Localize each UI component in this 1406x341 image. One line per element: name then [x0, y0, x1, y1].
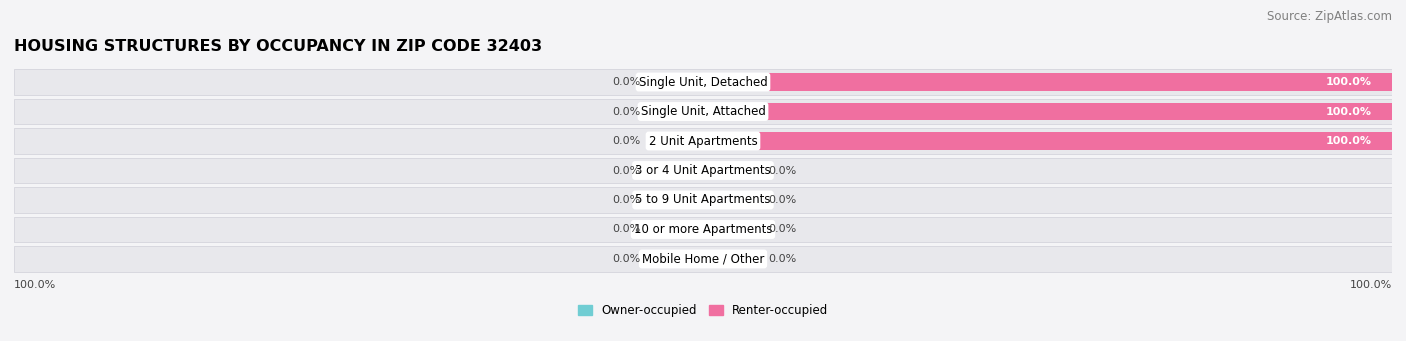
Text: 5 to 9 Unit Apartments: 5 to 9 Unit Apartments: [636, 193, 770, 207]
Bar: [703, 132, 1392, 150]
Bar: [703, 103, 1392, 120]
Text: Single Unit, Detached: Single Unit, Detached: [638, 75, 768, 89]
Legend: Owner-occupied, Renter-occupied: Owner-occupied, Renter-occupied: [572, 299, 834, 322]
Bar: [14, 69, 1392, 95]
Bar: [14, 158, 1392, 183]
Bar: [648, 103, 703, 120]
Text: 0.0%: 0.0%: [613, 195, 641, 205]
Text: Source: ZipAtlas.com: Source: ZipAtlas.com: [1267, 10, 1392, 23]
Bar: [648, 221, 703, 238]
Text: 0.0%: 0.0%: [613, 136, 641, 146]
Bar: [703, 221, 758, 238]
Bar: [703, 73, 1392, 91]
Text: 0.0%: 0.0%: [613, 77, 641, 87]
Text: HOUSING STRUCTURES BY OCCUPANCY IN ZIP CODE 32403: HOUSING STRUCTURES BY OCCUPANCY IN ZIP C…: [14, 39, 543, 54]
Bar: [648, 191, 703, 209]
Bar: [14, 217, 1392, 242]
Bar: [648, 73, 703, 91]
Text: 0.0%: 0.0%: [769, 165, 797, 176]
Text: 100.0%: 100.0%: [14, 280, 56, 290]
Text: 10 or more Apartments: 10 or more Apartments: [634, 223, 772, 236]
Text: 0.0%: 0.0%: [769, 224, 797, 235]
Bar: [14, 187, 1392, 213]
Text: 3 or 4 Unit Apartments: 3 or 4 Unit Apartments: [636, 164, 770, 177]
Bar: [14, 99, 1392, 124]
Text: 0.0%: 0.0%: [613, 224, 641, 235]
Bar: [703, 162, 758, 179]
Text: 0.0%: 0.0%: [769, 254, 797, 264]
Text: 100.0%: 100.0%: [1326, 106, 1371, 117]
Text: 0.0%: 0.0%: [613, 165, 641, 176]
Bar: [703, 250, 758, 268]
Bar: [14, 128, 1392, 154]
Text: 0.0%: 0.0%: [613, 254, 641, 264]
Text: 0.0%: 0.0%: [769, 195, 797, 205]
Text: 100.0%: 100.0%: [1326, 77, 1371, 87]
Bar: [14, 246, 1392, 272]
Bar: [648, 162, 703, 179]
Text: 100.0%: 100.0%: [1326, 136, 1371, 146]
Bar: [703, 191, 758, 209]
Bar: [648, 250, 703, 268]
Bar: [648, 132, 703, 150]
Text: 2 Unit Apartments: 2 Unit Apartments: [648, 134, 758, 148]
Text: Single Unit, Attached: Single Unit, Attached: [641, 105, 765, 118]
Text: 100.0%: 100.0%: [1350, 280, 1392, 290]
Text: Mobile Home / Other: Mobile Home / Other: [641, 252, 765, 266]
Text: 0.0%: 0.0%: [613, 106, 641, 117]
